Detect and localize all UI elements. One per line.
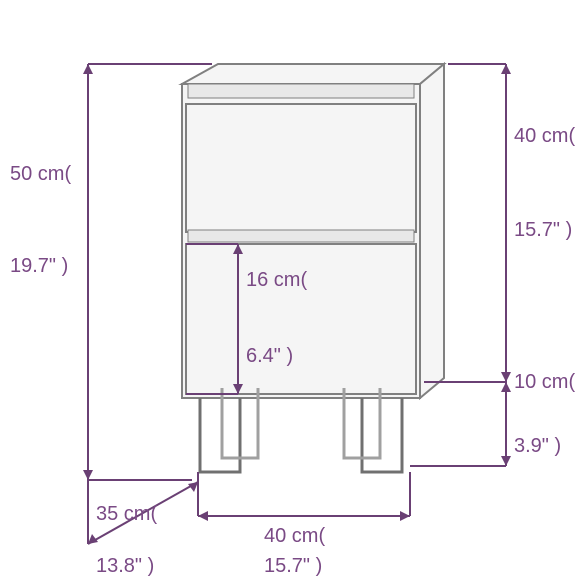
drawer-top bbox=[186, 104, 416, 232]
dim-depth-in: 13.8" ) bbox=[96, 555, 154, 577]
cabinet-leg bbox=[362, 398, 402, 472]
arrowhead bbox=[501, 456, 511, 466]
arrowhead bbox=[501, 64, 511, 74]
dim-body-height-in: 15.7" ) bbox=[514, 219, 572, 241]
dim-total-height-in: 19.7" ) bbox=[10, 255, 68, 277]
cabinet-leg bbox=[200, 398, 240, 472]
dim-leg-height-cm: 10 cm( bbox=[514, 371, 575, 393]
dim-total-height-cm: 50 cm( bbox=[10, 163, 71, 185]
arrowhead bbox=[501, 372, 511, 382]
arrowhead bbox=[83, 64, 93, 74]
dim-drawer-height-in: 6.4" ) bbox=[246, 345, 293, 367]
arrowhead bbox=[198, 511, 208, 521]
arrowhead bbox=[83, 470, 93, 480]
drawer-gap bbox=[188, 230, 414, 242]
arrowhead bbox=[501, 382, 511, 392]
top-recess bbox=[188, 84, 414, 98]
dim-body-height-cm: 40 cm( bbox=[514, 125, 575, 147]
cabinet-top bbox=[182, 64, 444, 84]
cabinet-side bbox=[420, 64, 444, 398]
dim-width-in: 15.7" ) bbox=[264, 555, 322, 577]
dim-drawer-height-cm: 16 cm( bbox=[246, 269, 307, 291]
dim-depth-cm: 35 cm( bbox=[96, 503, 157, 525]
arrowhead bbox=[400, 511, 410, 521]
drawer-bottom bbox=[186, 244, 416, 394]
dim-width-cm: 40 cm( bbox=[264, 525, 325, 547]
dim-leg-height-in: 3.9" ) bbox=[514, 435, 561, 457]
